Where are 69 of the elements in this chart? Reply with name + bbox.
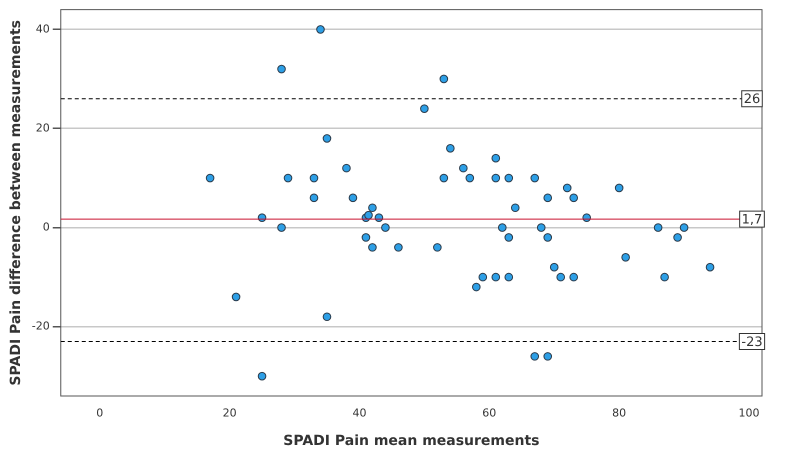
point <box>440 74 448 84</box>
point <box>368 203 377 212</box>
point <box>673 233 682 242</box>
point <box>614 184 624 192</box>
point <box>322 312 332 322</box>
point <box>277 223 286 232</box>
point <box>284 174 292 182</box>
point <box>543 352 552 361</box>
point <box>277 64 286 74</box>
point <box>232 292 240 302</box>
point <box>206 174 214 182</box>
y-tick-label: -20 <box>32 320 50 333</box>
point <box>394 243 403 252</box>
ref-line-label: 1,7 <box>742 212 762 228</box>
point <box>491 154 500 163</box>
point <box>504 272 514 282</box>
x-axis-title: SPADI Pain mean measurements <box>283 433 540 450</box>
point <box>310 174 318 182</box>
point <box>316 25 325 34</box>
point <box>530 174 540 182</box>
point <box>420 104 429 113</box>
point <box>569 194 578 202</box>
y-axis-title: SPADI Pain difference between measurements <box>8 20 24 386</box>
point <box>530 352 540 361</box>
point <box>433 243 442 252</box>
point <box>569 272 578 282</box>
x-tick-label: 100 <box>738 406 760 420</box>
point <box>654 223 662 232</box>
point <box>706 262 714 272</box>
point <box>364 210 373 220</box>
point <box>680 223 688 232</box>
point <box>310 194 318 202</box>
point <box>491 272 500 282</box>
y-tick-label: 0 <box>42 220 50 234</box>
x-tick-label: 60 <box>482 406 496 420</box>
point <box>446 144 455 153</box>
point <box>459 164 468 172</box>
point <box>562 184 572 192</box>
point <box>621 252 630 262</box>
point <box>368 243 377 252</box>
point <box>543 194 552 202</box>
point <box>491 174 500 182</box>
point <box>550 262 559 272</box>
y-tick-label: 40 <box>36 22 50 36</box>
point <box>258 372 266 380</box>
ref-line-label: 26 <box>744 92 760 108</box>
point <box>348 194 358 202</box>
y-tick-label: 20 <box>36 121 50 134</box>
x-tick-label: 40 <box>352 406 366 420</box>
x-tick-label: 80 <box>612 406 626 420</box>
point <box>322 134 332 143</box>
x-tick-label: 20 <box>222 406 237 420</box>
ref-line-label: -23 <box>741 334 763 350</box>
point <box>362 233 370 242</box>
point <box>478 272 488 282</box>
point <box>504 233 514 242</box>
point <box>536 223 546 232</box>
point <box>660 272 669 282</box>
point <box>466 174 474 182</box>
point <box>498 223 507 232</box>
point <box>543 233 552 242</box>
point <box>556 272 566 282</box>
point <box>510 203 520 212</box>
point <box>440 174 448 182</box>
x-tick-label: 0 <box>96 406 104 420</box>
point <box>381 223 390 232</box>
point <box>472 282 481 292</box>
point <box>504 174 514 182</box>
point <box>342 164 351 172</box>
